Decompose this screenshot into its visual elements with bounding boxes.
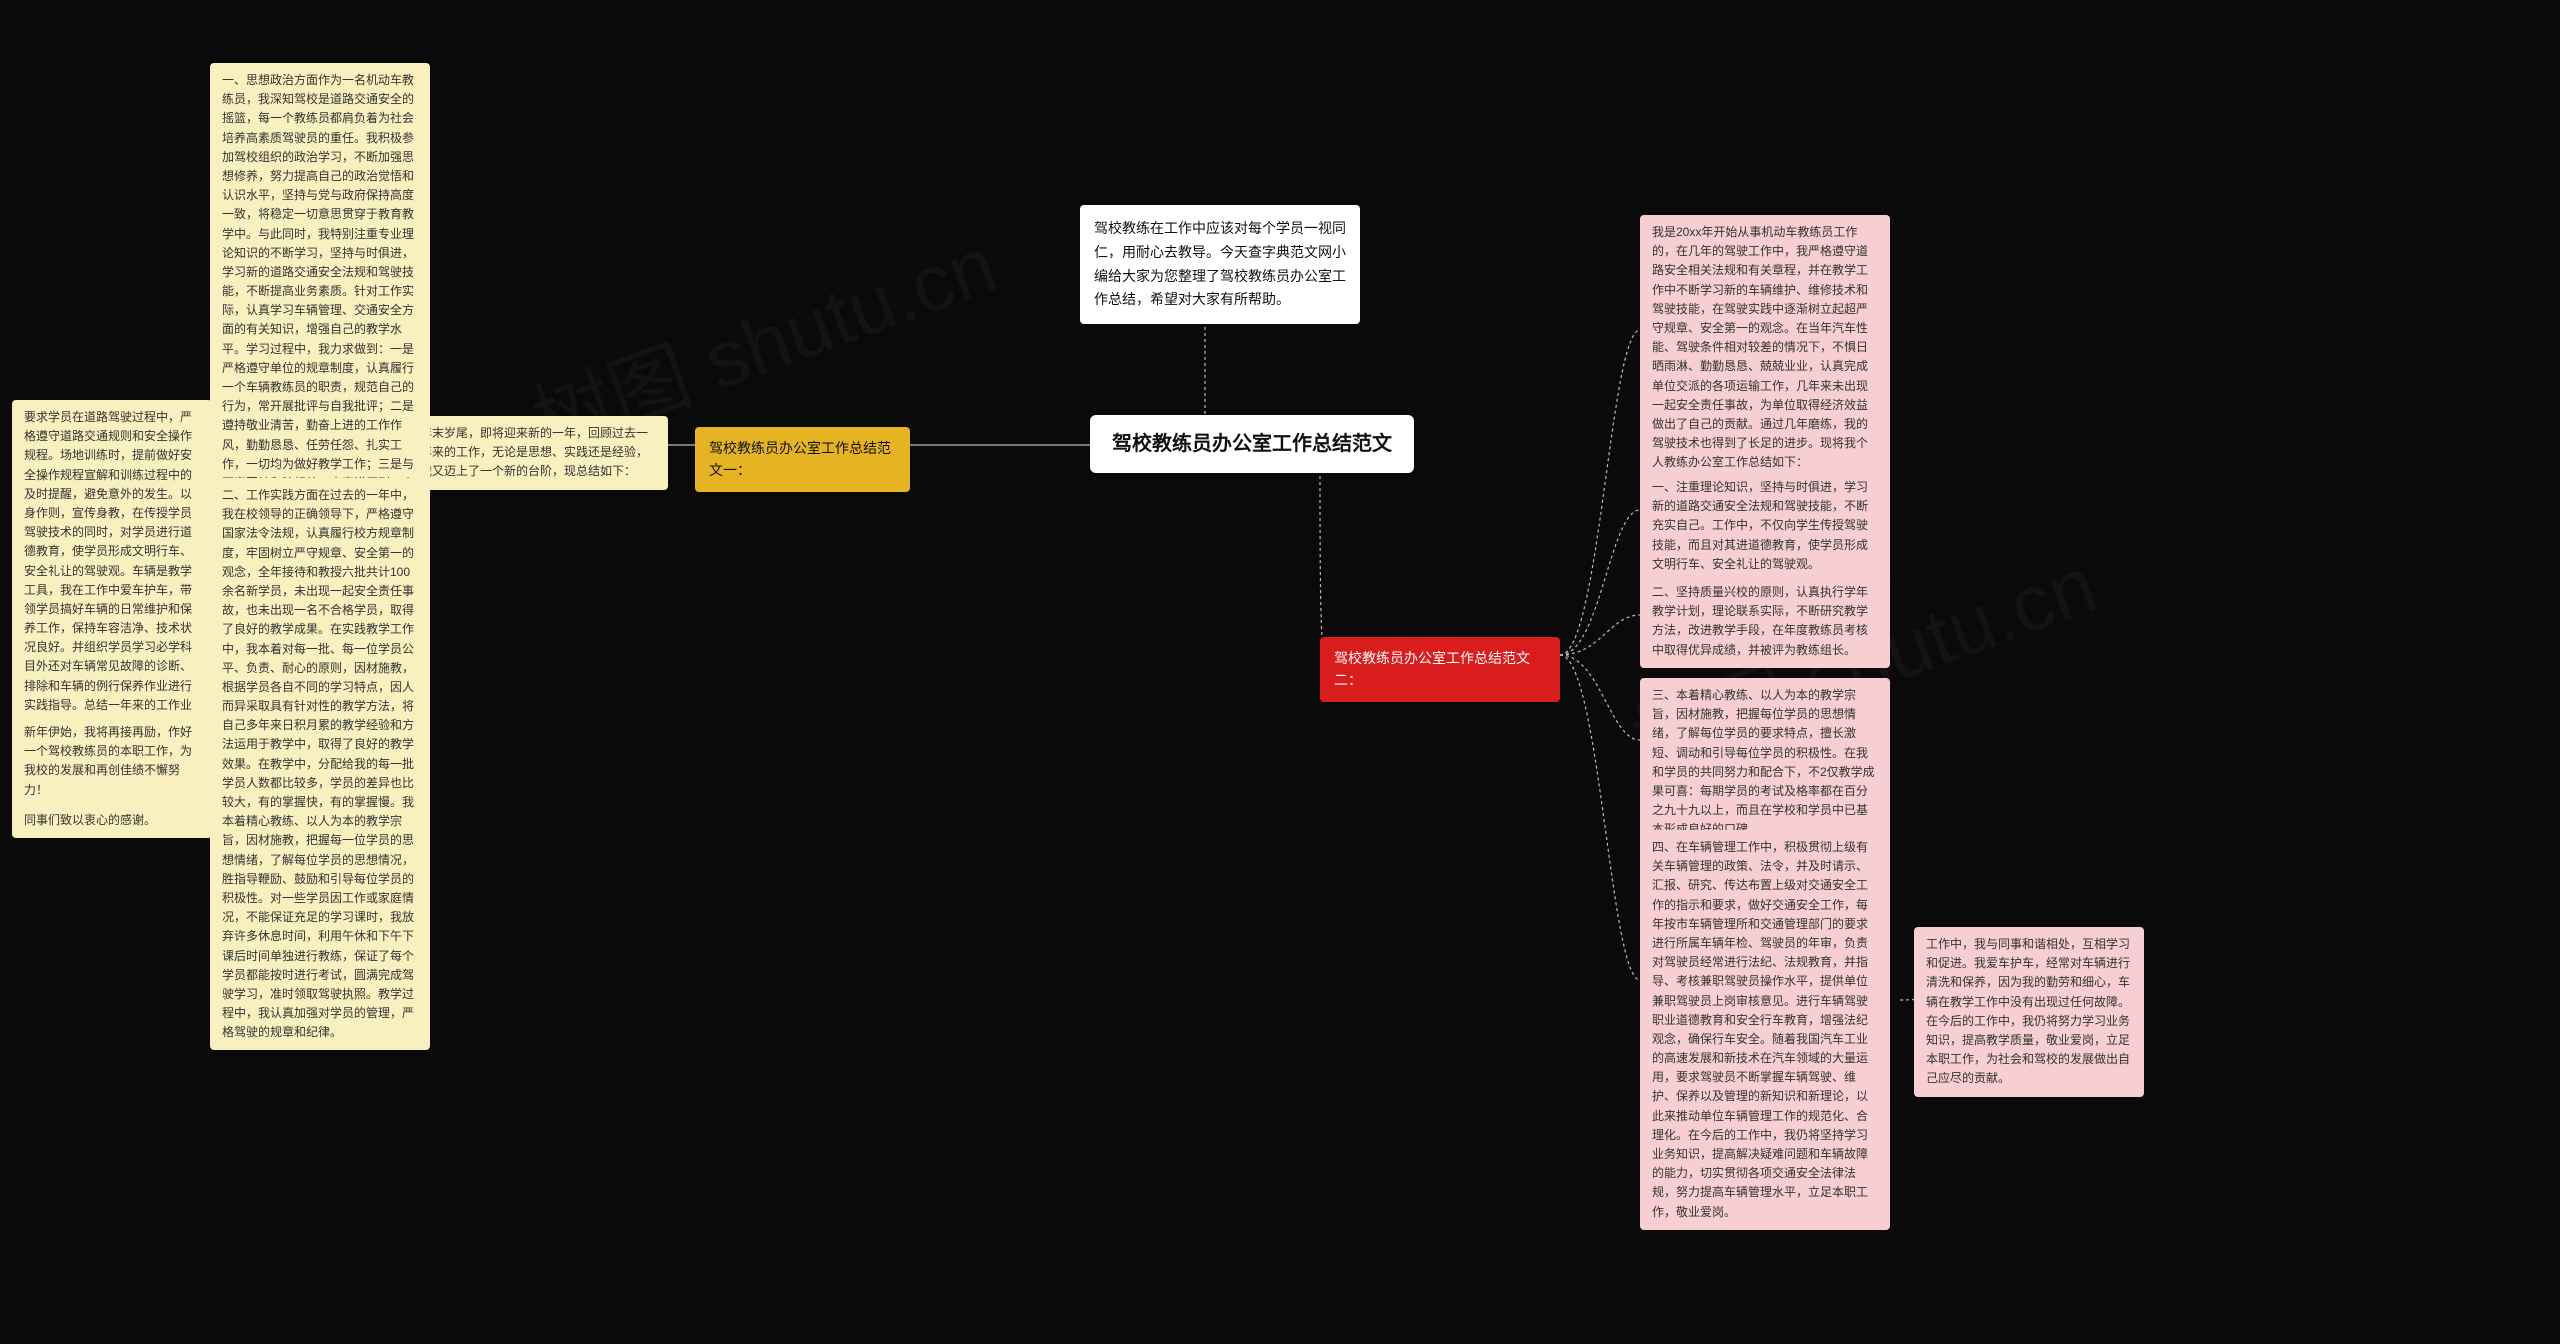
leaf-text: 三、本着精心教练、以人为本的教学宗旨，因材施教，把握每位学员的思想情绪，了解每位… [1652,688,1875,836]
section2-title: 驾校教练员办公室工作总结范文二： [1334,650,1530,688]
section1-bridge-text: 年末岁尾，即将迎来新的一年，回顾过去一年来的工作，无论是思想、实践还是经验，我又… [420,426,648,478]
section1-leaf[interactable]: 新年伊始，我将再接再励，作好一个驾校教练员的本职工作，为我校的发展和再创佳绩不懈… [12,715,212,808]
section2-leaf[interactable]: 一、注重理论知识，坚持与时俱进，学习新的道路交通安全法规和驾驶技能，不断充实自己… [1640,470,1890,582]
leaf-text: 新年伊始，我将再接再励，作好一个驾校教练员的本职工作，为我校的发展和再创佳绩不懈… [24,725,192,797]
leaf-text: 我是20xx年开始从事机动车教练员工作的，在几年的驾驶工作中，我严格遵守道路安全… [1652,225,1868,469]
section2-leaf[interactable]: 三、本着精心教练、以人为本的教学宗旨，因材施教，把握每位学员的思想情绪，了解每位… [1640,678,1890,848]
intro-text: 驾校教练在工作中应该对每个学员一视同仁，用耐心去教导。今天查字典范文网小编给大家… [1094,220,1346,307]
center-node[interactable]: 驾校教练员办公室工作总结范文 [1090,415,1414,473]
leaf-text: 二、坚持质量兴校的原则，认真执行学年教学计划，理论联系实际，不断研究教学方法，改… [1652,585,1868,657]
section1-node[interactable]: 驾校教练员办公室工作总结范文一： [695,427,910,492]
section1-leaf[interactable]: 二、工作实践方面在过去的一年中，我在校领导的正确领导下，严格遵守国家法令法规，认… [210,478,430,1050]
leaf-text: 四、在车辆管理工作中，积极贯彻上级有关车辆管理的政策、法令，并及时请示、汇报、研… [1652,840,1868,1219]
section2-leaf[interactable]: 二、坚持质量兴校的原则，认真执行学年教学计划，理论联系实际，不断研究教学方法，改… [1640,575,1890,668]
center-title: 驾校教练员办公室工作总结范文 [1112,433,1392,455]
leaf-text: 二、工作实践方面在过去的一年中，我在校领导的正确领导下，严格遵守国家法令法规，认… [222,488,414,1039]
section1-title: 驾校教练员办公室工作总结范文一： [709,440,891,478]
section2-leaf[interactable]: 我是20xx年开始从事机动车教练员工作的，在几年的驾驶工作中，我严格遵守道路安全… [1640,215,1890,480]
section2-leaf[interactable]: 工作中，我与同事和谐相处，互相学习和促进。我爱车护车，经常对车辆进行清洗和保养，… [1914,927,2144,1097]
leaf-text: 工作中，我与同事和谐相处，互相学习和促进。我爱车护车，经常对车辆进行清洗和保养，… [1926,937,2130,1085]
section2-leaf[interactable]: 四、在车辆管理工作中，积极贯彻上级有关车辆管理的政策、法令，并及时请示、汇报、研… [1640,830,1890,1230]
intro-node[interactable]: 驾校教练在工作中应该对每个学员一视同仁，用耐心去教导。今天查字典范文网小编给大家… [1080,205,1360,324]
leaf-text: 一、注重理论知识，坚持与时俱进，学习新的道路交通安全法规和驾驶技能，不断充实自己… [1652,480,1868,571]
section1-bridge[interactable]: 年末岁尾，即将迎来新的一年，回顾过去一年来的工作，无论是思想、实践还是经验，我又… [408,416,668,490]
section2-node[interactable]: 驾校教练员办公室工作总结范文二： [1320,637,1560,702]
